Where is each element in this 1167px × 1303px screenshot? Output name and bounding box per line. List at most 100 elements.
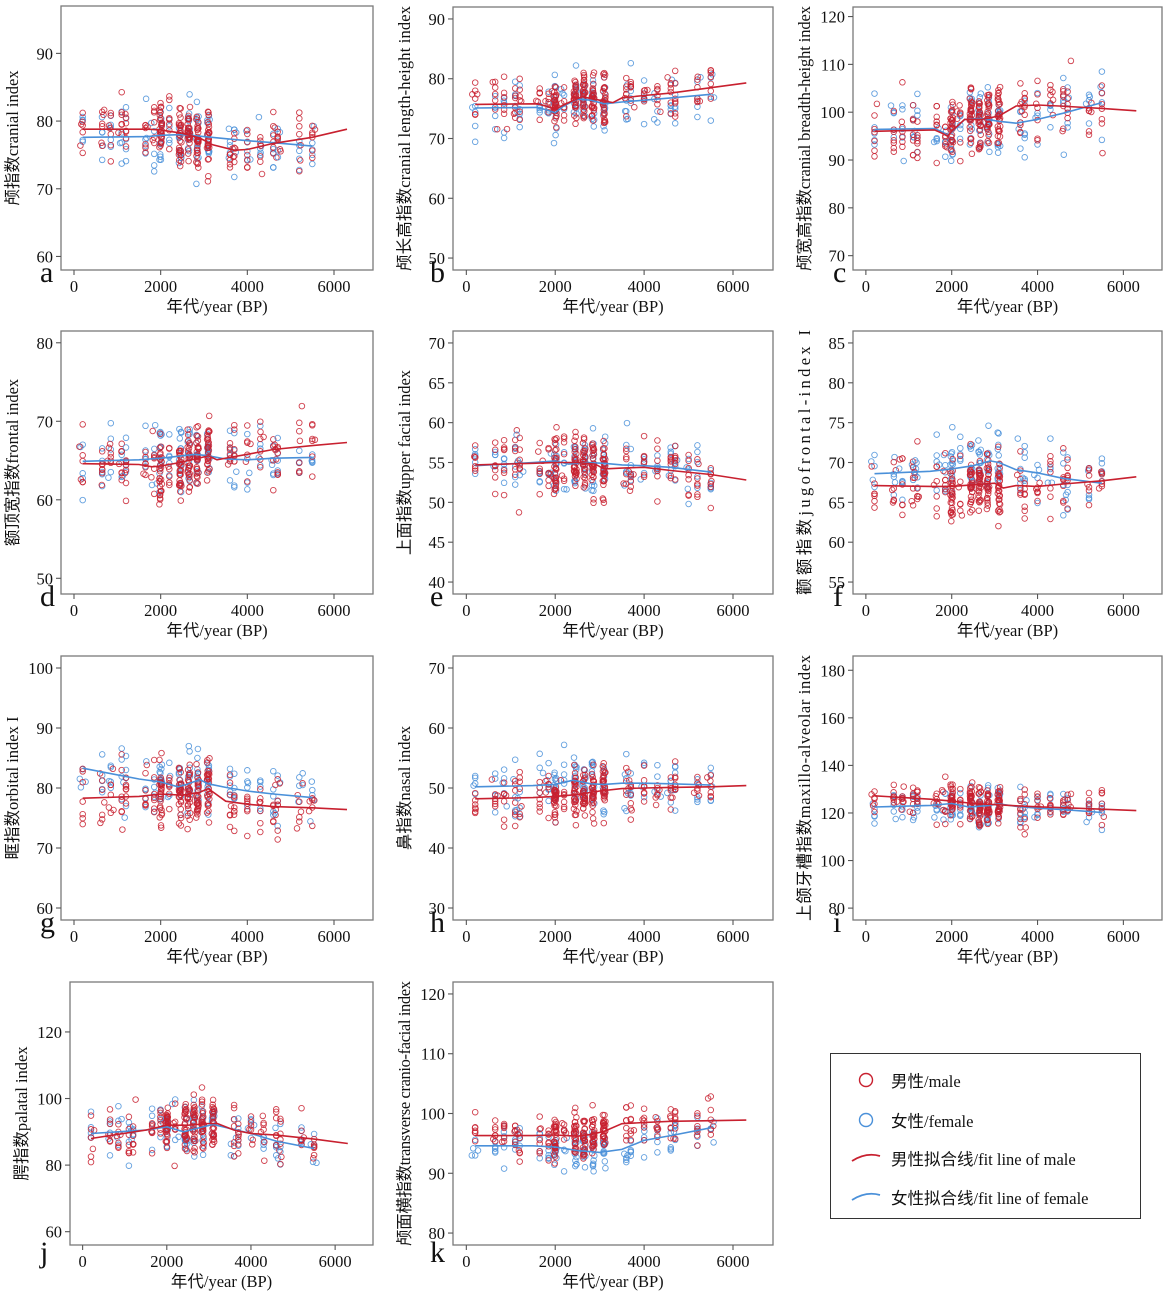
x-axis-title: 年代/year (BP) [562, 621, 663, 640]
male-point [198, 1101, 206, 1108]
male-point [176, 488, 184, 495]
male-point [986, 120, 993, 128]
male-point [157, 443, 165, 450]
female-point [1060, 151, 1068, 158]
male-point [310, 1141, 318, 1149]
y-tick-label: 70 [37, 839, 54, 858]
male-point [694, 1110, 701, 1117]
male-point [270, 108, 277, 116]
male-point [226, 151, 234, 158]
male-point [570, 798, 578, 806]
female-point [560, 485, 568, 493]
male-point [948, 517, 955, 525]
male-point [654, 1124, 661, 1131]
male-point [516, 75, 523, 83]
male-point [985, 139, 993, 147]
female-point [694, 113, 701, 121]
y-tick-label: 70 [429, 130, 446, 149]
male-point [707, 793, 715, 801]
female-point [268, 461, 276, 469]
male-point [602, 1139, 609, 1146]
male-point [995, 794, 1003, 801]
male-point [310, 1151, 318, 1159]
male-point [685, 464, 692, 472]
y-tick-label: 50 [429, 493, 446, 512]
male-point [627, 478, 635, 485]
male-point [601, 1111, 608, 1119]
male-point [276, 1147, 283, 1154]
male-point [975, 507, 983, 514]
female-point [707, 764, 715, 772]
male-point [129, 1141, 137, 1148]
y-tick-label: 80 [829, 199, 846, 218]
male-point [560, 1121, 568, 1128]
female-point [247, 1134, 255, 1142]
male-point [242, 458, 250, 465]
female-point [255, 454, 263, 461]
male-point [552, 819, 559, 826]
male-point [105, 444, 113, 452]
panel-letter: f [833, 580, 843, 613]
male-point [588, 1123, 596, 1131]
male-point [551, 814, 559, 821]
female-point [469, 104, 476, 111]
male-point [914, 131, 921, 139]
male-point [156, 143, 163, 151]
female-point [890, 470, 898, 478]
male-point [975, 818, 983, 826]
male-point [471, 454, 479, 461]
female-point [654, 1138, 661, 1146]
male-point [193, 796, 201, 803]
female-point [122, 145, 130, 153]
female-point [543, 777, 551, 784]
male-point [671, 758, 679, 765]
male-point [244, 163, 251, 171]
male-point [667, 110, 675, 117]
male-point [181, 1141, 189, 1148]
female-point [942, 790, 949, 797]
male-point [511, 777, 519, 785]
male-point [967, 135, 974, 143]
male-point [299, 780, 306, 787]
male-point [654, 1126, 661, 1134]
female-point [1047, 435, 1054, 442]
male-point [164, 1110, 171, 1117]
x-tick-label: 4000 [628, 927, 661, 946]
male-point [296, 109, 303, 116]
male-point [995, 487, 1002, 495]
male-point [142, 121, 149, 129]
male-point [560, 439, 568, 446]
male-point [627, 1102, 635, 1109]
plot-frame [852, 6, 1163, 271]
male-point [177, 814, 185, 822]
male-point [205, 111, 212, 119]
male-point [1047, 493, 1054, 500]
male-point [580, 805, 587, 812]
female-point [1021, 475, 1028, 483]
y-tick-label: 45 [429, 533, 446, 552]
male-point [957, 109, 964, 116]
female-point [685, 500, 692, 508]
male-point [193, 152, 200, 160]
female-point [226, 788, 234, 796]
male-point [1085, 796, 1093, 804]
male-point [948, 806, 956, 813]
male-point [277, 1160, 284, 1168]
female-point [244, 767, 251, 774]
male-point [125, 1113, 133, 1121]
female-point [1098, 68, 1106, 75]
male-point [707, 1093, 715, 1100]
female-point [491, 112, 499, 120]
y-tick-label: 70 [37, 180, 54, 199]
female-point [571, 477, 578, 485]
male-point [491, 1117, 499, 1124]
male-point [125, 1141, 133, 1149]
male-point [226, 779, 234, 786]
male-point [581, 447, 589, 455]
male-point [491, 474, 499, 481]
male-point [685, 457, 692, 465]
male-point [143, 761, 151, 769]
male-point [985, 485, 992, 492]
male-point [198, 1084, 206, 1091]
male-point [600, 1140, 608, 1148]
